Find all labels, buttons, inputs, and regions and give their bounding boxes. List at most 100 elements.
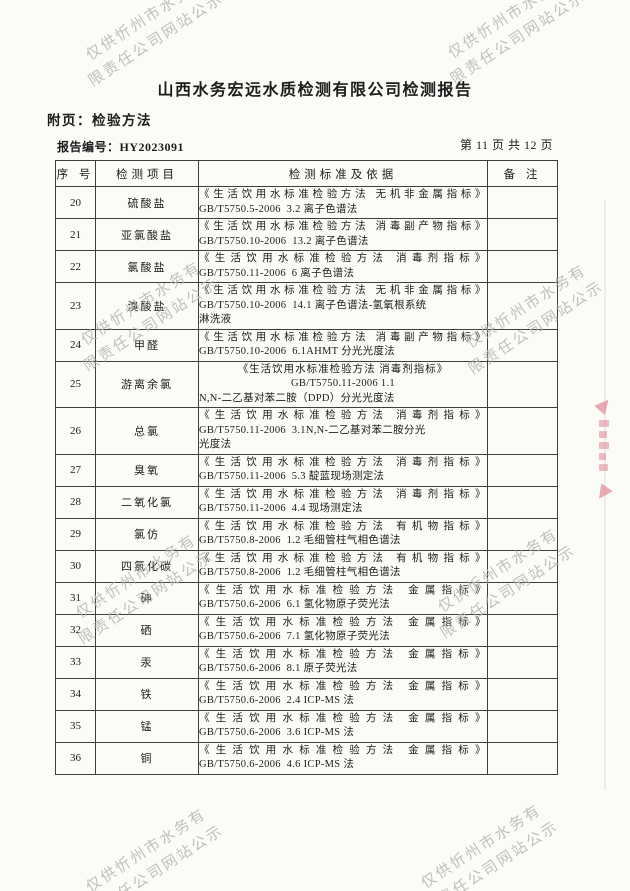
test-item: 溴酸盐 — [95, 282, 199, 330]
test-standard: 《生活饮用水标准检验方法 消毒副产物指标》 GB/T5750.10-2006 6.… — [198, 328, 488, 362]
row-number: 25 — [55, 360, 96, 408]
standard-method-line: 淋洗液 — [199, 314, 232, 325]
test-item: 铁 — [95, 677, 199, 711]
test-item: 亚氯酸盐 — [95, 218, 199, 251]
seal-mark-top — [594, 395, 614, 415]
seal-glyph — [599, 442, 609, 449]
standard-method-line: GB/T5750.11-2006 3.1N,N-二乙基对苯二胺分光 — [199, 424, 426, 436]
col-header-item: 检测项目 — [95, 160, 199, 187]
standard-method-line: GB/T5750.11-2006 1.1 — [291, 378, 395, 389]
standard-method-line: GB/T5750.10-2006 14.1 离子色谱法-氢氧根系统 — [199, 299, 427, 311]
remark-cell — [487, 581, 558, 615]
table-header-row: 序 号 检测项目 检测标准及依据 备 注 — [55, 160, 558, 187]
table-row: 33 汞《生活饮用水标准检验方法 金属指标》 GB/T5750.6-2006 8.1… — [55, 645, 558, 679]
test-standard: 《生活饮用水标准检验方法 消毒剂指标》 GB/T5750.11-2006 6 离子… — [198, 250, 488, 283]
standard-title: 《生活饮用水标准检验方法 消毒剂指标》 — [199, 456, 487, 468]
row-number: 21 — [55, 218, 96, 251]
row-number: 26 — [55, 407, 96, 455]
test-standard: 《生活饮用水标准检验方法 消毒剂指标》 GB/T5750.11-2006 1.1 N… — [198, 360, 488, 408]
seal-stamp-fragment — [591, 395, 617, 503]
table-row: 24 甲醛 《生活饮用水标准检验方法 消毒副产物指标》 GB/T5750.10-200… — [55, 328, 558, 362]
remark-cell — [487, 741, 558, 775]
seal-mark-bottom — [593, 483, 613, 503]
row-number: 31 — [55, 581, 96, 615]
test-item: 臭氧 — [95, 453, 199, 487]
table-row: 26 总氯 《生活饮用水标准检验方法 消毒剂指标》 GB/T5750.11-2006 … — [55, 407, 558, 455]
report-title: 山西水务宏远水质检测有限公司检测报告 — [157, 82, 473, 99]
standard-method-line: GB/T5750.6-2006 7.1 氢化物原子荧光法 — [199, 631, 390, 642]
remark-cell — [487, 250, 558, 283]
standard-method-line: GB/T5750.6-2006 8.1 原子荧光法 — [199, 663, 358, 674]
row-number: 32 — [55, 613, 96, 647]
test-standard: 《生活饮用水标准检验方法 有机物指标》 GB/T5750.8-2006 1.2 毛… — [198, 549, 488, 583]
standard-title: 《生活饮用水标准检验方法 无机非金属指标》 — [199, 189, 487, 200]
table-row: 20 硫酸盐 《生活饮用水标准检验方法 无机非金属指标》 GB/T5750.5-200… — [55, 186, 558, 219]
standard-method-line: GB/T5750.8-2006 1.2 毛细管柱气相色谱法 — [199, 567, 401, 578]
col-header-remark: 备 注 — [487, 160, 558, 187]
test-standard: 《生活饮用水标准检验方法 消毒副产物指标》 GB/T5750.10-2006 13… — [198, 218, 488, 251]
row-number: 28 — [55, 485, 96, 519]
test-item: 锰 — [95, 709, 199, 743]
test-item: 四氯化碳 — [95, 549, 199, 583]
standard-method-line: GB/T5750.6-2006 6.1 氢化物原子荧光法 — [199, 599, 390, 610]
standard-method-line: GB/T5750.6-2006 2.4 ICP-MS 法 — [199, 695, 355, 706]
standard-title: 《生活饮用水标准检验方法 金属指标》 — [199, 680, 487, 692]
test-standard: 《生活饮用水标准检验方法 金属指标》 GB/T5750.6-2006 7.1 氢化… — [198, 613, 488, 647]
row-number: 29 — [55, 517, 96, 551]
watermark-line2: 限责任公司网站公示 — [85, 821, 227, 891]
standard-title: 《生活饮用水标准检验方法 有机物指标》 — [199, 520, 487, 532]
test-item: 游离余氯 — [95, 360, 199, 408]
standard-method-line: GB/T5750.10-2006 13.2 离子色谱法 — [199, 235, 369, 247]
table-row: 23 溴酸盐 《生活饮用水标准检验方法 无机非金属指标》 GB/T5750.10-20… — [55, 282, 558, 330]
row-number: 23 — [55, 282, 96, 330]
test-item: 甲醛 — [95, 328, 199, 362]
standard-method-line: GB/T5750.11-2006 4.4 现场测定法 — [199, 503, 363, 514]
test-standard: 《生活饮用水标准检验方法 金属指标》 GB/T5750.6-2006 4.6 IC… — [198, 741, 488, 775]
test-standard: 《生活饮用水标准检验方法 有机物指标》 GB/T5750.8-2006 1.2 毛… — [198, 517, 488, 551]
scan-fold-line — [604, 200, 606, 790]
remark-cell — [487, 360, 558, 408]
test-item: 氯酸盐 — [95, 250, 199, 283]
row-number: 27 — [55, 453, 96, 487]
standard-method-line: GB/T5750.5-2006 3.2 离子色谱法 — [199, 203, 358, 215]
table-row: 29 氯仿 《生活饮用水标准检验方法 有机物指标》 GB/T5750.8-2006 1… — [55, 517, 558, 551]
seal-glyph — [599, 464, 608, 471]
table-row: 34 铁《生活饮用水标准检验方法 金属指标》 GB/T5750.6-2006 2.4… — [55, 677, 558, 711]
test-item: 硒 — [95, 613, 199, 647]
watermark-line1: 仅供忻州市水务有 — [83, 0, 210, 64]
table-row: 32 硒《生活饮用水标准检验方法 金属指标》 GB/T5750.6-2006 7.1… — [55, 613, 558, 647]
methods-table: 序 号 检测项目 检测标准及依据 备 注 20 硫酸盐 《生活饮用水标准检验方法 无… — [55, 160, 558, 775]
standard-method-line: GB/T5750.8-2006 1.2 毛细管柱气相色谱法 — [199, 535, 401, 546]
standard-title: 《生活饮用水标准检验方法 消毒剂指标》 — [199, 253, 487, 264]
row-number: 34 — [55, 677, 96, 711]
table-row: 21 亚氯酸盐 《生活饮用水标准检验方法 消毒副产物指标》 GB/T5750.10-2… — [55, 218, 558, 251]
watermark-line1: 仅供忻州市水务有 — [83, 805, 210, 891]
test-standard: 《生活饮用水标准检验方法 金属指标》 GB/T5750.6-2006 6.1 氢化… — [198, 581, 488, 615]
standard-method-line: GB/T5750.6-2006 3.6 ICP-MS 法 — [199, 727, 355, 738]
table-row: 31 砷《生活饮用水标准检验方法 金属指标》 GB/T5750.6-2006 6.1… — [55, 581, 558, 615]
standard-title: 《生活饮用水标准检验方法 消毒副产物指标》 — [199, 221, 487, 232]
row-number: 36 — [55, 741, 96, 775]
remark-cell — [487, 453, 558, 487]
standard-title: 《生活饮用水标准检验方法 金属指标》 — [199, 584, 487, 596]
remark-cell — [487, 218, 558, 251]
remark-cell — [487, 677, 558, 711]
col-header-no: 序 号 — [55, 160, 96, 187]
test-item: 铜 — [95, 741, 199, 775]
test-standard: 《生活饮用水标准检验方法 金属指标》 GB/T5750.6-2006 3.6 IC… — [198, 709, 488, 743]
report-number: 报告编号：HY2023091 — [57, 140, 185, 154]
seal-glyph — [599, 420, 609, 427]
table-row: 35 锰《生活饮用水标准检验方法 金属指标》 GB/T5750.6-2006 3.6… — [55, 709, 558, 743]
test-standard: 《生活饮用水标准检验方法 金属指标》 GB/T5750.6-2006 8.1 原子… — [198, 645, 488, 679]
appendix-label: 附页：检验方法 — [47, 113, 152, 128]
standard-title: 《生活饮用水标准检验方法 金属指标》 — [199, 744, 487, 756]
test-standard: 《生活饮用水标准检验方法 消毒剂指标》 GB/T5750.11-2006 3.1N… — [198, 407, 488, 455]
standard-title: 《生活饮用水标准检验方法 无机非金属指标》 — [199, 285, 487, 296]
remark-cell — [487, 186, 558, 219]
test-item: 汞 — [95, 645, 199, 679]
row-number: 22 — [55, 250, 96, 283]
seal-glyph — [599, 453, 606, 460]
test-standard: 《生活饮用水标准检验方法 消毒剂指标》 GB/T5750.11-2006 4.4 … — [198, 485, 488, 519]
standard-title: 《生活饮用水标准检验方法 消毒剂指标》 — [199, 488, 487, 500]
watermark-line2: 限责任公司网站公示 — [420, 817, 562, 891]
